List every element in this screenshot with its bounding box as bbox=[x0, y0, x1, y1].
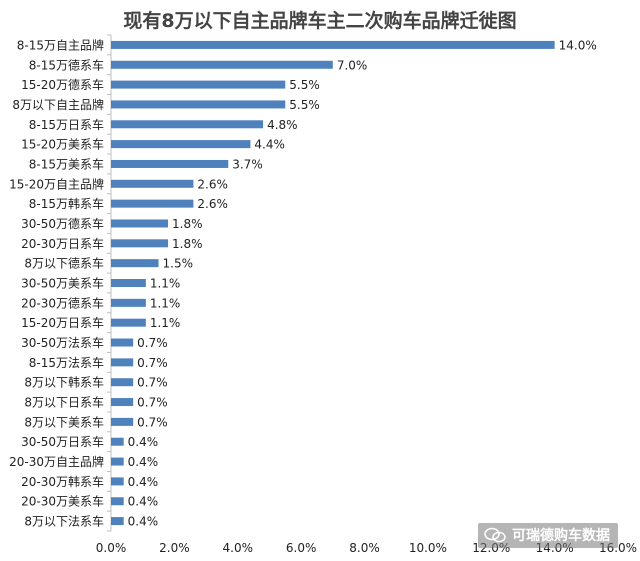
bar bbox=[111, 140, 251, 149]
bar bbox=[111, 179, 194, 188]
bar bbox=[111, 457, 124, 466]
data-label: 5.5% bbox=[289, 98, 320, 112]
bar bbox=[111, 60, 333, 69]
category-label: 20-30万美系车 bbox=[21, 494, 104, 509]
data-label: 0.4% bbox=[128, 515, 159, 529]
bar bbox=[111, 437, 124, 446]
bar bbox=[111, 219, 169, 228]
bar bbox=[111, 378, 134, 387]
x-tick-label: 8.0% bbox=[349, 541, 380, 555]
data-label: 0.4% bbox=[128, 455, 159, 469]
data-label: 2.6% bbox=[197, 197, 228, 211]
data-label: 14.0% bbox=[559, 38, 597, 52]
data-label: 1.5% bbox=[163, 257, 194, 271]
x-tick-label: 4.0% bbox=[223, 541, 254, 555]
category-label: 20-30万德系车 bbox=[21, 295, 104, 310]
bar bbox=[111, 298, 146, 307]
bar bbox=[111, 199, 194, 208]
category-label: 8-15万德系车 bbox=[29, 57, 104, 72]
bar bbox=[111, 338, 134, 347]
data-label: 0.7% bbox=[137, 376, 168, 390]
category-label: 15-20万德系车 bbox=[21, 77, 104, 92]
bar bbox=[111, 517, 124, 526]
x-tick-label: 6.0% bbox=[286, 541, 317, 555]
data-label: 4.8% bbox=[267, 118, 298, 132]
watermark-text: 可瑞德购车数据 bbox=[512, 528, 610, 544]
wechat-icon bbox=[484, 527, 506, 543]
data-label: 1.8% bbox=[172, 217, 203, 231]
data-label: 0.4% bbox=[128, 435, 159, 449]
bar bbox=[111, 259, 159, 268]
data-label: 0.7% bbox=[137, 396, 168, 410]
x-tick-label: 2.0% bbox=[159, 541, 190, 555]
bar bbox=[111, 358, 134, 367]
category-label: 30-50万日系车 bbox=[21, 434, 104, 449]
category-label: 20-30万韩系车 bbox=[21, 474, 104, 489]
watermark: 可瑞德购车数据 bbox=[478, 523, 618, 548]
category-label: 8-15万日系车 bbox=[29, 117, 104, 132]
category-label: 30-50万德系车 bbox=[21, 216, 104, 231]
category-label: 8万以下日系车 bbox=[24, 395, 104, 410]
data-label: 0.4% bbox=[128, 475, 159, 489]
bar bbox=[111, 417, 134, 426]
bar bbox=[111, 100, 286, 109]
data-label: 3.7% bbox=[232, 157, 263, 171]
data-label: 1.8% bbox=[172, 237, 203, 251]
bar bbox=[111, 279, 146, 287]
bar bbox=[111, 239, 169, 248]
category-label: 15-20万自主品牌 bbox=[9, 177, 104, 191]
category-label: 8-15万法系车 bbox=[29, 355, 104, 370]
data-label: 2.6% bbox=[197, 177, 228, 191]
category-label: 8-15万韩系车 bbox=[29, 196, 104, 211]
category-label: 8万以下韩系车 bbox=[24, 375, 104, 390]
data-label: 1.1% bbox=[150, 316, 181, 330]
data-label: 7.0% bbox=[337, 58, 368, 72]
category-label: 20-30万日系车 bbox=[21, 236, 104, 251]
bar bbox=[111, 120, 264, 129]
category-label: 30-50万美系车 bbox=[21, 276, 104, 291]
bar bbox=[111, 40, 555, 49]
category-label: 15-20万美系车 bbox=[21, 137, 104, 152]
data-label: 0.7% bbox=[137, 356, 168, 370]
x-tick-label: 10.0% bbox=[409, 541, 447, 555]
bar bbox=[111, 477, 124, 486]
data-label: 4.4% bbox=[254, 138, 284, 152]
category-label: 20-30万自主品牌 bbox=[9, 455, 104, 469]
data-label: 0.4% bbox=[128, 495, 159, 509]
category-label: 8万以下法系车 bbox=[24, 514, 104, 529]
category-label: 8万以下德系车 bbox=[24, 256, 104, 271]
data-label: 0.7% bbox=[137, 336, 168, 350]
data-label: 1.1% bbox=[150, 296, 181, 310]
category-label: 8-15万美系车 bbox=[29, 156, 104, 171]
data-label: 0.7% bbox=[137, 415, 168, 429]
category-label: 30-50万法系车 bbox=[21, 335, 104, 350]
category-label: 8万以下美系车 bbox=[24, 414, 104, 429]
bar bbox=[111, 398, 134, 407]
bar bbox=[111, 497, 124, 506]
data-label: 5.5% bbox=[289, 78, 320, 92]
category-label: 8万以下自主品牌 bbox=[12, 98, 104, 112]
chart-title: 现有8万以下自主品牌车主二次购车品牌迁徙图 bbox=[123, 10, 517, 32]
bar bbox=[111, 318, 146, 327]
category-label: 8-15万自主品牌 bbox=[17, 38, 104, 52]
data-label: 1.1% bbox=[150, 277, 181, 291]
x-tick-label: 0.0% bbox=[96, 541, 127, 555]
bar bbox=[111, 159, 229, 168]
bar bbox=[111, 80, 286, 89]
category-label: 15-20万日系车 bbox=[21, 315, 104, 330]
